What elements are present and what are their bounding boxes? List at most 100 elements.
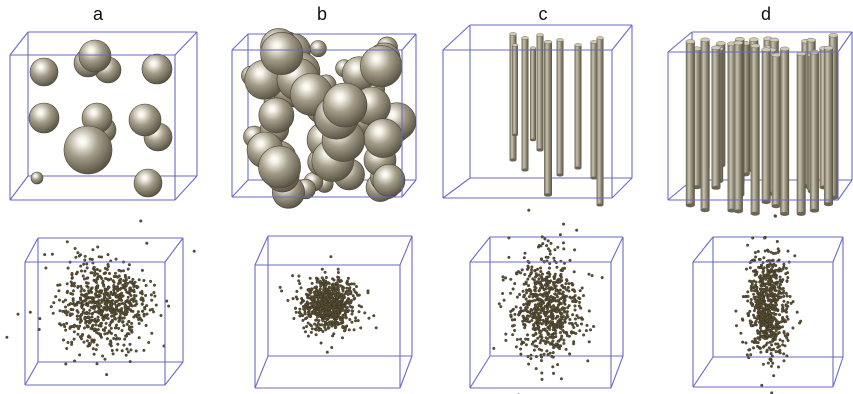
point-a <box>91 347 95 351</box>
point-a <box>78 353 82 357</box>
point-b <box>347 308 351 312</box>
point-a <box>133 280 137 284</box>
point-a <box>63 325 67 329</box>
point-d <box>783 334 787 338</box>
bottom-cube-d-depth-edge <box>692 236 714 263</box>
point-d <box>772 311 776 315</box>
point-a <box>135 312 139 316</box>
point-d <box>791 300 795 304</box>
point-a <box>64 362 68 366</box>
point-d <box>771 324 775 328</box>
point-d <box>779 269 783 273</box>
point-a <box>65 321 69 325</box>
point-d <box>764 312 768 316</box>
point-b <box>343 292 347 296</box>
point-a <box>119 310 123 314</box>
point-c <box>555 265 559 269</box>
point-c <box>526 337 530 341</box>
cylinder-body <box>801 41 811 187</box>
point-c <box>515 272 519 276</box>
point-c <box>526 277 530 281</box>
cylinder-cap <box>556 38 564 42</box>
point-c <box>571 288 575 292</box>
point-a <box>91 323 95 327</box>
point-d <box>759 263 763 267</box>
cylinder-cap <box>750 43 760 49</box>
point-a <box>111 298 115 302</box>
point-d <box>739 331 743 335</box>
point-a <box>128 308 132 312</box>
point-a <box>97 298 101 302</box>
point-c <box>544 255 548 259</box>
cylinder-c <box>536 33 544 152</box>
point-d <box>762 297 766 301</box>
point-d <box>758 332 762 336</box>
point-a <box>138 291 142 295</box>
point-c <box>514 305 518 309</box>
point-a <box>126 281 130 285</box>
point-c <box>538 292 542 296</box>
point-b <box>352 282 356 286</box>
point-d <box>761 362 765 366</box>
cylinder-body <box>700 39 710 211</box>
point-d <box>781 315 785 319</box>
sphere-a <box>29 57 59 87</box>
point-a <box>103 332 107 336</box>
point-a <box>86 315 90 319</box>
top-cube-c-depth-edge <box>611 177 633 199</box>
point-b <box>331 312 335 316</box>
point-c <box>585 323 589 327</box>
top-cube-a-depth-edge <box>9 31 29 56</box>
point-b <box>305 316 309 320</box>
bottom-cube-d-depth-edge <box>692 356 714 388</box>
point-d <box>784 304 788 308</box>
point-a <box>92 265 96 269</box>
point-c <box>536 302 540 306</box>
point-d <box>778 348 782 352</box>
point-a <box>122 286 126 290</box>
point-a <box>117 316 121 320</box>
point-c <box>535 281 539 285</box>
point-a <box>93 279 97 283</box>
point-b <box>326 297 330 301</box>
cylinder-cap <box>509 32 517 36</box>
point-c <box>551 312 555 316</box>
point-d <box>761 279 765 283</box>
point-c <box>544 286 548 290</box>
point-c <box>546 315 550 319</box>
point-b <box>319 341 323 345</box>
point-a <box>83 316 87 320</box>
point-a <box>105 297 109 301</box>
point-b <box>312 304 316 308</box>
point-a <box>142 348 146 352</box>
point-b <box>315 325 319 329</box>
point-c <box>558 331 562 335</box>
cylinder-base <box>574 166 582 170</box>
point-a <box>109 326 113 330</box>
point-c <box>519 352 523 356</box>
point-c <box>535 317 539 321</box>
panel-label-b: b <box>317 4 327 24</box>
point-d <box>746 290 750 294</box>
point-c <box>546 239 550 243</box>
point-a <box>129 286 133 290</box>
point-c <box>577 304 581 308</box>
point-c <box>499 305 503 309</box>
point-c <box>571 313 575 317</box>
point-a <box>105 337 109 341</box>
cylinder-cap <box>828 33 839 38</box>
point-a <box>104 316 108 320</box>
point-b <box>320 323 324 327</box>
point-b <box>359 326 363 330</box>
point-a <box>167 304 171 308</box>
point-c <box>551 365 555 369</box>
point-c <box>559 272 563 276</box>
point-a <box>121 320 125 324</box>
point-b <box>314 313 318 317</box>
point-a <box>93 271 97 275</box>
point-c <box>556 339 560 343</box>
point-d <box>776 320 780 324</box>
point-a <box>123 282 127 286</box>
point-c <box>575 314 579 318</box>
point-b <box>354 316 358 320</box>
